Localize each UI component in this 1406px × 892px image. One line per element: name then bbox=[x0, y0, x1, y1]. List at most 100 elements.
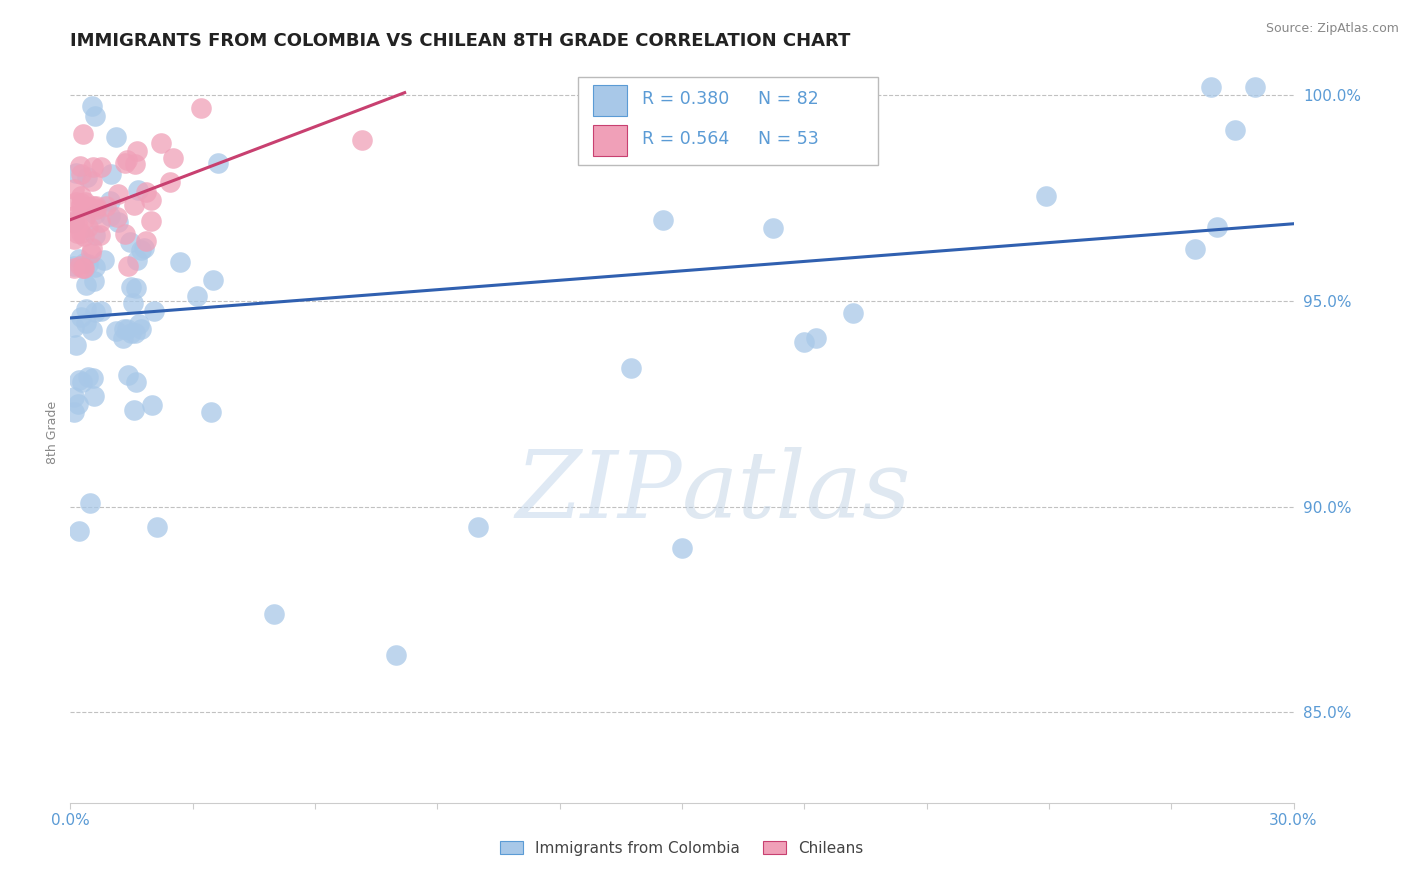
Point bbox=[83, 305, 105, 319]
Point bbox=[124, 326, 146, 340]
Point bbox=[1035, 189, 1057, 203]
Point bbox=[127, 182, 149, 196]
Point bbox=[86, 199, 108, 213]
Text: IMMIGRANTS FROM COLOMBIA VS CHILEAN 8TH GRADE CORRELATION CHART: IMMIGRANTS FROM COLOMBIA VS CHILEAN 8TH … bbox=[70, 32, 851, 50]
Point bbox=[120, 279, 142, 293]
Point bbox=[69, 189, 91, 203]
Point bbox=[63, 232, 86, 246]
Point bbox=[73, 194, 96, 209]
Text: ZIP: ZIP bbox=[515, 447, 682, 537]
Point bbox=[67, 397, 90, 411]
Point bbox=[117, 368, 139, 383]
Point bbox=[135, 234, 157, 248]
Point bbox=[84, 227, 107, 242]
Y-axis label: 8th Grade: 8th Grade bbox=[46, 401, 59, 464]
Point bbox=[129, 244, 152, 258]
Point bbox=[69, 259, 91, 273]
Text: R = 0.380: R = 0.380 bbox=[641, 90, 728, 109]
Point bbox=[169, 254, 191, 268]
Point bbox=[134, 241, 156, 255]
Legend: Immigrants from Colombia, Chileans: Immigrants from Colombia, Chileans bbox=[494, 835, 870, 862]
Point bbox=[93, 253, 115, 268]
Point bbox=[70, 376, 93, 390]
Point bbox=[80, 241, 103, 255]
Point bbox=[671, 541, 693, 555]
Point bbox=[72, 261, 94, 276]
Point bbox=[120, 235, 142, 249]
Point bbox=[186, 289, 208, 303]
Point bbox=[63, 209, 86, 223]
Point bbox=[83, 109, 105, 123]
Point bbox=[76, 169, 98, 184]
Point bbox=[70, 226, 93, 240]
Point bbox=[63, 261, 86, 276]
Point bbox=[98, 194, 121, 209]
Point bbox=[80, 246, 103, 260]
Point bbox=[79, 496, 101, 510]
Point bbox=[73, 229, 96, 244]
Point bbox=[669, 103, 692, 117]
Point bbox=[263, 607, 285, 621]
Point bbox=[82, 371, 104, 385]
Bar bbox=[592, 86, 627, 117]
Point bbox=[793, 335, 815, 350]
Point bbox=[63, 182, 86, 196]
Point bbox=[467, 520, 489, 534]
Point bbox=[83, 389, 105, 403]
Point bbox=[89, 215, 111, 229]
Point bbox=[77, 257, 100, 271]
Point bbox=[66, 216, 89, 230]
Point bbox=[63, 259, 86, 273]
Point bbox=[127, 253, 149, 268]
Point bbox=[65, 166, 87, 180]
Point bbox=[67, 373, 90, 387]
Point bbox=[75, 316, 97, 330]
Point bbox=[104, 130, 127, 145]
Point bbox=[63, 390, 86, 404]
Point bbox=[652, 212, 675, 227]
Point bbox=[1184, 242, 1206, 256]
Point bbox=[141, 194, 163, 208]
Text: N = 53: N = 53 bbox=[758, 130, 818, 148]
Point bbox=[82, 99, 104, 113]
Point bbox=[112, 322, 135, 336]
Point bbox=[114, 227, 136, 242]
Point bbox=[67, 524, 90, 539]
Point bbox=[762, 221, 785, 235]
Text: N = 82: N = 82 bbox=[758, 90, 818, 109]
Point bbox=[82, 160, 104, 174]
Point bbox=[125, 144, 148, 158]
Point bbox=[86, 202, 108, 216]
FancyBboxPatch shape bbox=[578, 78, 877, 165]
Bar bbox=[592, 125, 627, 156]
Point bbox=[83, 274, 105, 288]
Point bbox=[82, 174, 104, 188]
Point bbox=[131, 321, 153, 335]
Point bbox=[84, 207, 107, 221]
Point bbox=[120, 326, 142, 341]
Point bbox=[77, 200, 100, 214]
Point bbox=[124, 157, 146, 171]
Point bbox=[77, 370, 100, 384]
Point bbox=[105, 210, 128, 224]
Point bbox=[69, 159, 91, 173]
Point bbox=[146, 520, 169, 534]
Point bbox=[121, 296, 143, 310]
Point bbox=[112, 331, 135, 345]
Point bbox=[67, 252, 90, 267]
Point bbox=[115, 153, 138, 168]
Point bbox=[70, 196, 93, 211]
Point bbox=[141, 398, 163, 412]
Point bbox=[65, 338, 87, 352]
Point bbox=[141, 213, 163, 227]
Point bbox=[385, 648, 408, 662]
Point bbox=[63, 216, 86, 230]
Point bbox=[125, 375, 148, 389]
Text: Source: ZipAtlas.com: Source: ZipAtlas.com bbox=[1265, 22, 1399, 36]
Point bbox=[1223, 123, 1246, 137]
Point bbox=[115, 322, 138, 336]
Point bbox=[90, 160, 112, 174]
Point bbox=[63, 215, 86, 229]
Point bbox=[142, 304, 165, 318]
Point bbox=[159, 175, 181, 189]
